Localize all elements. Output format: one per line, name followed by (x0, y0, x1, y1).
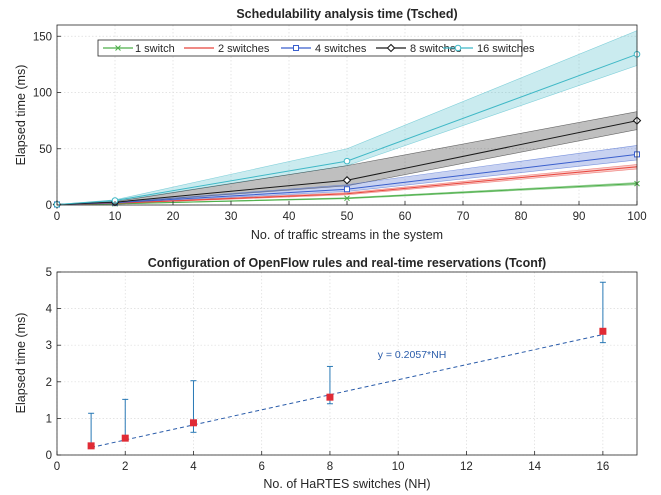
x-tick-label: 50 (341, 211, 354, 223)
x-tick-label: 16 (596, 461, 609, 473)
data-point (190, 419, 197, 426)
x-axis-label-tsched: No. of traffic streams in the system (251, 228, 443, 242)
marker-square (294, 46, 299, 51)
x-tick-label: 12 (460, 461, 473, 473)
marker-circle (344, 158, 350, 164)
x-tick-label: 70 (457, 211, 470, 223)
x-axis-label-tconf: No. of HaRTES switches (NH) (263, 477, 430, 491)
legend-label: 8 switches (410, 43, 462, 55)
y-tick-label: 0 (46, 450, 52, 462)
y-tick-label: 2 (46, 377, 52, 389)
y-tick-label: 150 (33, 31, 52, 43)
x-tick-label: 0 (54, 211, 60, 223)
x-tick-label: 20 (167, 211, 180, 223)
fit-annotation: y = 0.2057*NH (378, 349, 447, 361)
chart-title-tsched: Schedulability analysis time (Tsched) (236, 7, 457, 21)
data-point (122, 435, 129, 442)
x-tick-label: 14 (528, 461, 541, 473)
legend-label: 2 switches (218, 43, 270, 55)
y-tick-label: 4 (46, 304, 53, 316)
legend-tsched: 1 switch 2 switches 4 switches 8 switches 16… (98, 40, 535, 56)
data-point (326, 394, 333, 401)
x-tick-label: 80 (515, 211, 528, 223)
chart-title-tconf: Configuration of OpenFlow rules and real… (148, 256, 546, 270)
x-tick-label: 100 (627, 211, 646, 223)
legend-label: 16 switches (477, 43, 535, 55)
y-tick-label: 50 (39, 144, 52, 156)
y-tick-label: 3 (46, 340, 52, 352)
x-tick-label: 10 (109, 211, 122, 223)
x-tick-label: 30 (225, 211, 238, 223)
legend-label: 1 switch (135, 43, 175, 55)
y-tick-label: 0 (46, 200, 52, 212)
marker-square (345, 187, 350, 192)
data-point (88, 442, 95, 449)
x-tick-label: 8 (327, 461, 333, 473)
plot-area-tconf (57, 272, 637, 455)
y-tick-label: 5 (46, 267, 52, 279)
x-tick-label: 4 (190, 461, 197, 473)
x-tick-label: 2 (122, 461, 128, 473)
x-tick-label: 0 (54, 461, 60, 473)
x-tick-label: 6 (259, 461, 265, 473)
legend-label: 4 switches (315, 43, 367, 55)
y-axis-label-tsched: Elapsed time (ms) (14, 65, 28, 166)
y-tick-label: 100 (33, 88, 52, 100)
marker-circle (455, 45, 461, 51)
x-tick-label: 40 (283, 211, 296, 223)
data-point (599, 328, 606, 335)
x-tick-label: 10 (392, 461, 405, 473)
x-tick-label: 60 (399, 211, 412, 223)
y-tick-label: 1 (46, 413, 52, 425)
x-tick-label: 90 (573, 211, 586, 223)
y-axis-label-tconf: Elapsed time (ms) (14, 313, 28, 414)
